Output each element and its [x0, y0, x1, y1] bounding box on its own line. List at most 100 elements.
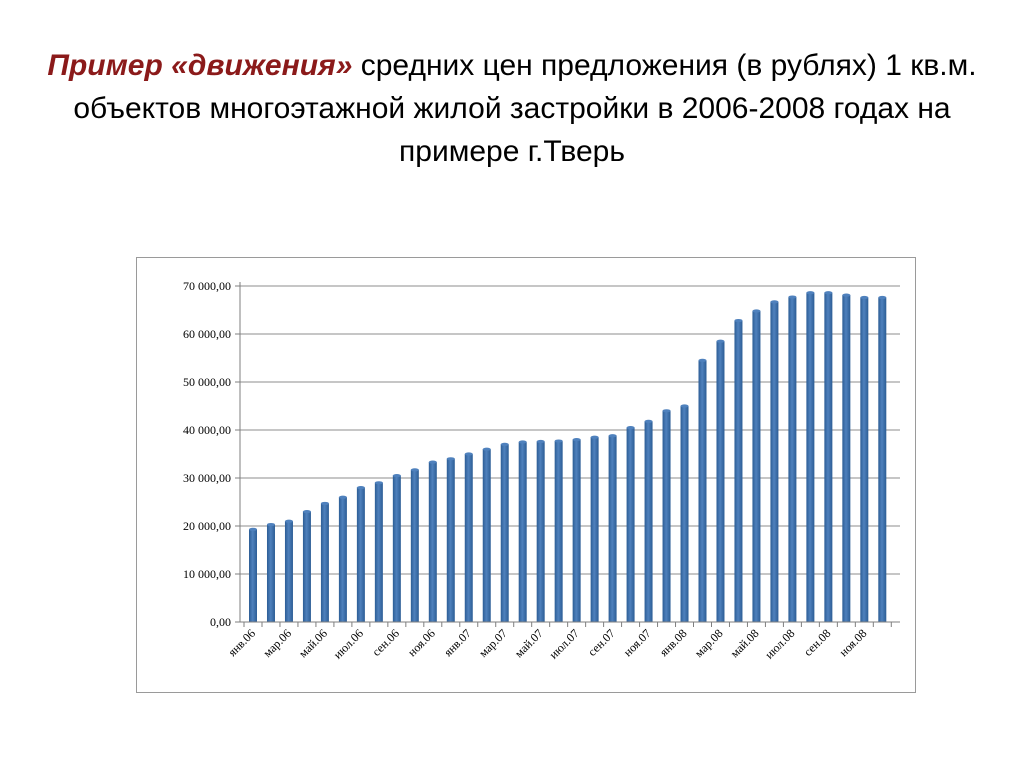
y-axis-tick-labels: 0,00 10 000,00 20 000,00 30 000,00 40 000,00… [183, 279, 231, 629]
y-tick-label: 70 000,00 [183, 279, 231, 293]
bar [842, 293, 851, 622]
bar-cap [680, 404, 689, 408]
bar [428, 460, 437, 622]
bar-cap [734, 318, 743, 323]
bar-cap [536, 439, 545, 444]
bar-cap [842, 293, 851, 297]
bar-body [644, 421, 653, 622]
bar-body [680, 406, 689, 622]
x-tick-label: ноя.08 [836, 626, 869, 659]
bar [788, 295, 797, 622]
y-tick-label: 0,00 [210, 615, 231, 629]
bar [410, 468, 419, 622]
bar [626, 426, 635, 622]
bar-body [860, 297, 869, 622]
x-tick-label: мар.07 [476, 626, 510, 660]
bar-cap [356, 486, 365, 490]
bar-body [320, 503, 329, 622]
bar-cap [374, 481, 383, 485]
bar-body [518, 442, 527, 622]
bar-cap [770, 300, 779, 304]
x-tick-label: янв.07 [441, 626, 474, 659]
y-tick-label: 60 000,00 [183, 327, 231, 341]
bar-cap [446, 457, 455, 461]
bar-cap [752, 309, 761, 313]
bar [500, 442, 509, 622]
bar-body [788, 297, 797, 622]
bar-body [266, 524, 275, 622]
bars [249, 291, 887, 622]
bar [266, 522, 275, 622]
bar-cap [392, 474, 401, 478]
bar-body [249, 529, 257, 622]
bar [554, 439, 563, 622]
bar [806, 291, 815, 622]
bar-body [338, 497, 347, 622]
bar-body [842, 295, 851, 622]
bar-body [446, 458, 455, 622]
bar-cap [878, 295, 887, 300]
bar-cap [824, 291, 833, 295]
bar-body [626, 427, 635, 622]
bar-body [806, 292, 815, 622]
bar [878, 295, 887, 622]
bar-body [356, 487, 365, 622]
bar-body [734, 320, 743, 622]
bar-body [662, 410, 671, 622]
x-tick-label: май.07 [512, 626, 546, 660]
bar-cap [716, 339, 725, 343]
x-tick-label: сен.08 [801, 626, 834, 659]
bar-body [572, 439, 581, 622]
x-axis-tick-labels: янв.06 мар.06 май.06 июл.06 сен.06 ноя.06 янв.… [225, 626, 869, 661]
bar [249, 527, 257, 622]
bar-body [590, 437, 599, 622]
bar [662, 409, 671, 622]
bar [608, 434, 617, 622]
bar [716, 339, 725, 622]
bar [644, 419, 653, 622]
bar-cap [320, 501, 329, 506]
bar-cap [662, 409, 671, 413]
x-tick-label: сен.06 [369, 626, 402, 659]
bar-body [770, 301, 779, 622]
bar [734, 318, 743, 622]
bar-body [500, 444, 509, 622]
chart-frame: 0,00 10 000,00 20 000,00 30 000,00 40 000,00… [136, 257, 916, 693]
bar [572, 438, 581, 622]
title-emphasis: Пример «движения» [47, 49, 353, 82]
bar-cap [266, 522, 275, 527]
x-tick-label: июл.06 [331, 626, 366, 661]
bar [302, 510, 311, 622]
bar [446, 457, 455, 622]
bar [824, 291, 833, 622]
x-tick-label: сен.07 [585, 626, 618, 659]
bar-cap [464, 452, 473, 456]
bar [356, 486, 365, 622]
bar-chart: 0,00 10 000,00 20 000,00 30 000,00 40 000,00… [183, 279, 900, 662]
bar-cap [590, 435, 599, 439]
y-tick-label: 30 000,00 [183, 471, 231, 485]
bar-cap [518, 440, 527, 444]
y-tick-label: 40 000,00 [183, 423, 231, 437]
y-tick-label: 10 000,00 [183, 567, 231, 581]
bar-body [608, 435, 617, 622]
x-tick-label: ноя.07 [621, 626, 654, 659]
x-tick-label: мар.06 [260, 626, 294, 660]
bar-body [464, 454, 473, 622]
bar [338, 495, 347, 622]
bar-body [698, 360, 707, 622]
x-tick-label: май.08 [727, 626, 761, 660]
x-tick-label: янв.08 [657, 626, 690, 659]
title-rest: средних цен предложения (в рублях) 1 кв.… [73, 49, 977, 168]
bar-body [878, 297, 887, 622]
bar [680, 404, 689, 622]
bar [464, 452, 473, 622]
bar-body [410, 469, 419, 622]
bar-body [482, 449, 491, 622]
bar [752, 309, 761, 622]
bar-cap [302, 510, 311, 514]
bar-cap [572, 438, 581, 442]
bar-body [284, 521, 293, 622]
bar [284, 519, 293, 622]
bar [860, 295, 869, 622]
